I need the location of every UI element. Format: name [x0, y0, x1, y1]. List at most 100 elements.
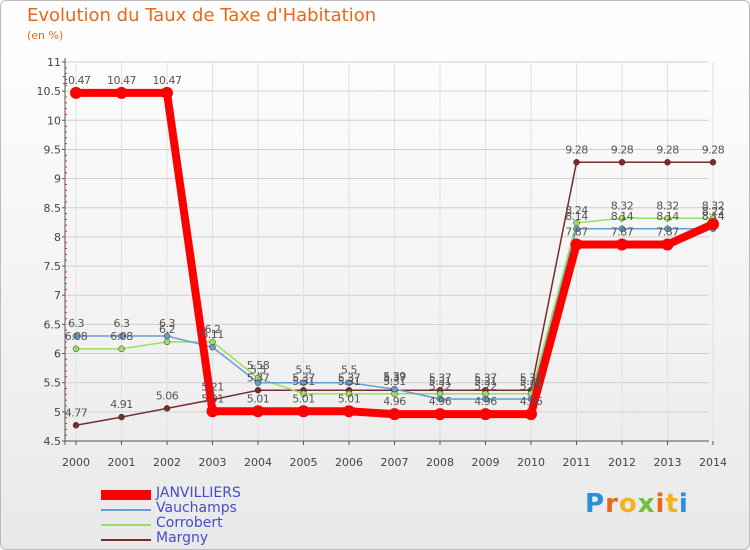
data-label: 5.22	[429, 380, 452, 393]
x-tick-label: 2009	[472, 456, 500, 469]
y-tick-label: 11	[47, 56, 61, 69]
data-point	[479, 408, 492, 421]
x-tick-label: 2014	[699, 456, 727, 469]
data-point	[664, 215, 671, 222]
x-tick-label: 2002	[153, 456, 181, 469]
y-tick-label: 8	[54, 231, 61, 244]
data-label: 5.01	[338, 392, 361, 405]
y-tick-label: 9.5	[44, 143, 62, 156]
data-label: 5.37	[247, 371, 270, 384]
y-tick-label: 7	[54, 289, 61, 302]
data-label: 5.37	[520, 371, 543, 384]
data-point	[118, 413, 125, 421]
logo-letter: r	[605, 489, 619, 519]
data-label: 9.28	[656, 143, 679, 156]
data-point	[664, 225, 671, 233]
data-point	[616, 238, 628, 251]
data-point	[618, 159, 626, 166]
x-tick-label: 2001	[108, 456, 136, 469]
data-point	[707, 218, 719, 231]
data-point	[664, 159, 671, 166]
data-label: 7.87	[656, 226, 679, 239]
data-label: 7.87	[565, 226, 588, 239]
data-label: 4.96	[520, 395, 543, 408]
data-label: 8.14	[611, 210, 634, 223]
x-tick-label: 2003	[199, 456, 227, 469]
data-point	[709, 159, 717, 166]
y-tick-label: 9	[54, 173, 61, 186]
data-point	[436, 395, 444, 403]
data-point	[118, 332, 125, 340]
data-label: 5.31	[520, 375, 543, 388]
data-point	[163, 405, 171, 412]
data-label: 6.08	[65, 330, 88, 343]
data-point	[70, 86, 82, 99]
data-point	[300, 390, 307, 398]
data-label: 9.28	[702, 143, 725, 156]
data-label: 10.47	[62, 74, 91, 87]
data-point	[254, 379, 262, 386]
data-label: 6.11	[201, 328, 224, 341]
data-label: 6.3	[68, 317, 84, 330]
data-point	[345, 379, 353, 386]
logo-letter: i	[678, 489, 689, 519]
x-tick-label: 2013	[654, 456, 682, 469]
data-label: 4.96	[474, 395, 497, 408]
data-label: 5.37	[383, 371, 406, 384]
data-label: 5.31	[338, 375, 361, 388]
x-tick-label: 2011	[563, 456, 591, 469]
data-point	[254, 387, 262, 394]
legend-label-vauchamps: Vauchamps	[156, 500, 237, 516]
y-tick-label: 10	[47, 114, 61, 127]
data-point	[161, 86, 173, 99]
data-label: 8.14	[656, 210, 679, 223]
legend-label-margny: Margny	[156, 530, 209, 546]
data-point	[618, 225, 626, 233]
y-tick-label: 6	[54, 348, 61, 361]
data-label: 8.14	[702, 210, 725, 223]
data-point	[300, 379, 307, 386]
data-point	[118, 345, 125, 353]
data-label: 5.21	[201, 381, 224, 394]
x-tick-label: 2006	[335, 456, 363, 469]
data-label: 5.58	[247, 359, 270, 372]
data-label: 5.22	[520, 380, 543, 393]
data-label: 8.14	[565, 210, 588, 223]
data-label: 5.01	[292, 392, 315, 405]
data-label: 9.28	[611, 143, 634, 156]
proxiti-logo: Proxiti	[585, 489, 689, 519]
data-label: 5.01	[201, 392, 224, 405]
data-point	[388, 408, 401, 421]
y-tick-label: 5	[54, 406, 61, 419]
data-point	[163, 338, 171, 346]
data-label: 8.22	[702, 205, 725, 218]
data-label: 6.2	[205, 323, 221, 336]
data-point	[434, 408, 446, 421]
legend-swatch-janvilliers	[101, 490, 151, 500]
data-point	[252, 405, 264, 418]
data-point	[573, 225, 580, 233]
data-label: 5.37	[338, 371, 361, 384]
data-label: 4.96	[429, 395, 452, 408]
data-label: 5.39	[383, 370, 406, 383]
data-label: 4.96	[383, 395, 406, 408]
data-point	[72, 345, 80, 353]
y-tick-label: 5.5	[44, 377, 62, 390]
data-label: 5.31	[383, 375, 406, 388]
data-label: 5.5	[250, 364, 266, 377]
data-point	[573, 159, 580, 166]
data-label: 4.77	[65, 406, 88, 419]
data-label: 5.22	[474, 380, 497, 393]
logo-letter: t	[665, 489, 679, 519]
x-tick-label: 2004	[244, 456, 272, 469]
x-tick-label: 2005	[290, 456, 318, 469]
data-label: 6.2	[159, 323, 175, 336]
legend-swatch-vauchamps	[101, 509, 151, 511]
data-label: 6.3	[159, 317, 175, 330]
data-label: 5.31	[429, 375, 452, 388]
data-point	[163, 332, 171, 340]
data-label: 7.87	[611, 226, 634, 239]
x-tick-label: 2012	[608, 456, 636, 469]
